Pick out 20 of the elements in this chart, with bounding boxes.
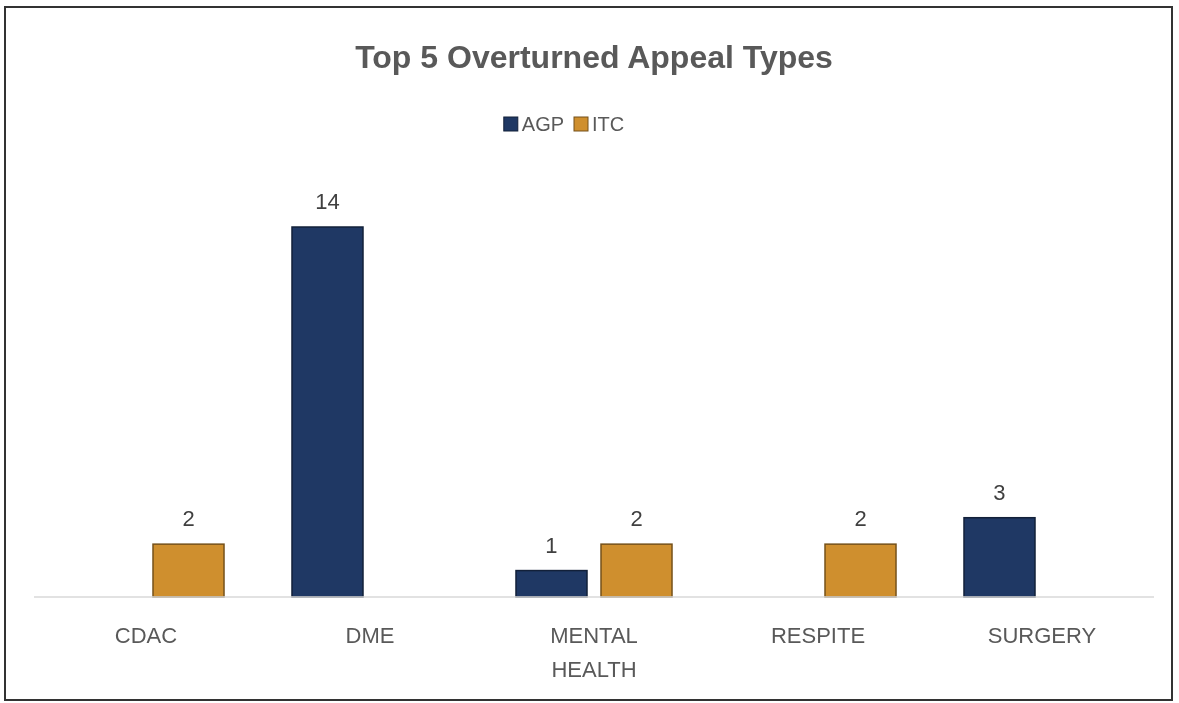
x-tick-label: MENTAL HEALTH — [550, 623, 638, 682]
data-label: 3 — [993, 479, 1006, 505]
legend-label: AGP — [521, 113, 565, 135]
data-label: 14 — [315, 189, 340, 214]
bar — [291, 226, 364, 598]
bar — [824, 543, 897, 598]
x-tick-label: CDAC — [114, 623, 178, 648]
data-label: 2 — [854, 506, 867, 532]
x-tick-label: RESPITE — [770, 623, 866, 648]
chart-title: Top 5 Overturned Appeal Types — [355, 39, 833, 75]
bar — [600, 543, 673, 598]
bar — [963, 516, 1036, 598]
x-tick-label: SURGERY — [987, 623, 1097, 648]
data-label: 2 — [182, 506, 195, 532]
legend-label: ITC — [592, 113, 625, 135]
data-label: 2 — [630, 506, 643, 532]
bar — [515, 569, 588, 598]
bar — [152, 543, 225, 598]
data-label: 1 — [545, 532, 558, 558]
x-tick-label: DME — [345, 623, 395, 648]
